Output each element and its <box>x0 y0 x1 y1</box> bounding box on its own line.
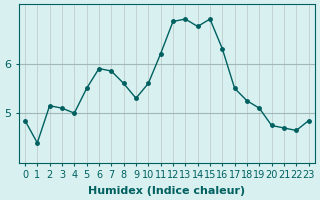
X-axis label: Humidex (Indice chaleur): Humidex (Indice chaleur) <box>88 186 245 196</box>
